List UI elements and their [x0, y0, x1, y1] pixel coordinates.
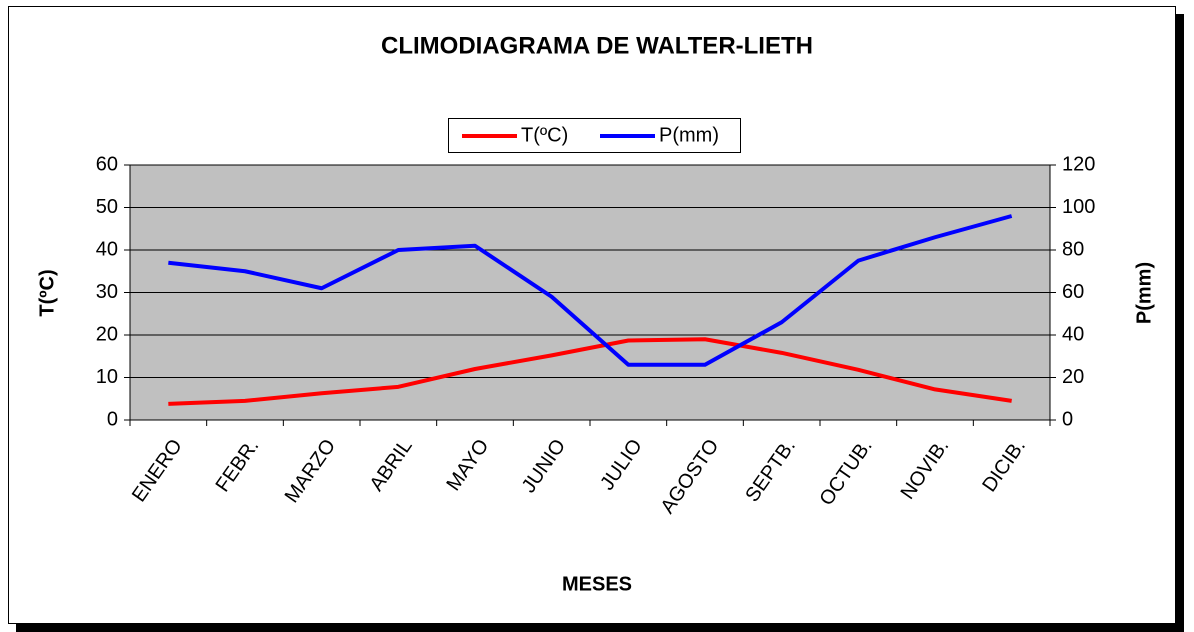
y2-tick-label: 80 [1062, 238, 1084, 260]
y-tick-label: 40 [96, 238, 118, 260]
y-tick-label: 50 [96, 196, 118, 218]
shadow [16, 624, 1184, 632]
y2-axis-title: P(mm) [1133, 262, 1155, 324]
y-tick-label: 10 [96, 366, 118, 388]
legend-label: P(mm) [659, 124, 719, 146]
y-tick-label: 0 [107, 408, 118, 430]
x-axis-title: MESES [562, 573, 632, 595]
y-tick-label: 20 [96, 323, 118, 345]
y2-tick-label: 120 [1062, 153, 1095, 175]
y2-tick-label: 0 [1062, 408, 1073, 430]
series-line [168, 214, 1013, 367]
y-axis-title: T(ºC) [36, 269, 58, 316]
y2-tick-label: 40 [1062, 323, 1084, 345]
shadow [1176, 14, 1184, 632]
y2-tick-label: 60 [1062, 281, 1084, 303]
y2-tick-label: 20 [1062, 366, 1084, 388]
chart-title: CLIMODIAGRAMA DE WALTER-LIETH [381, 32, 813, 59]
y2-tick-label: 100 [1062, 196, 1095, 218]
y-tick-label: 60 [96, 153, 118, 175]
legend-label: T(ºC) [521, 124, 568, 146]
y-tick-label: 30 [96, 281, 118, 303]
series-line [168, 337, 1012, 406]
